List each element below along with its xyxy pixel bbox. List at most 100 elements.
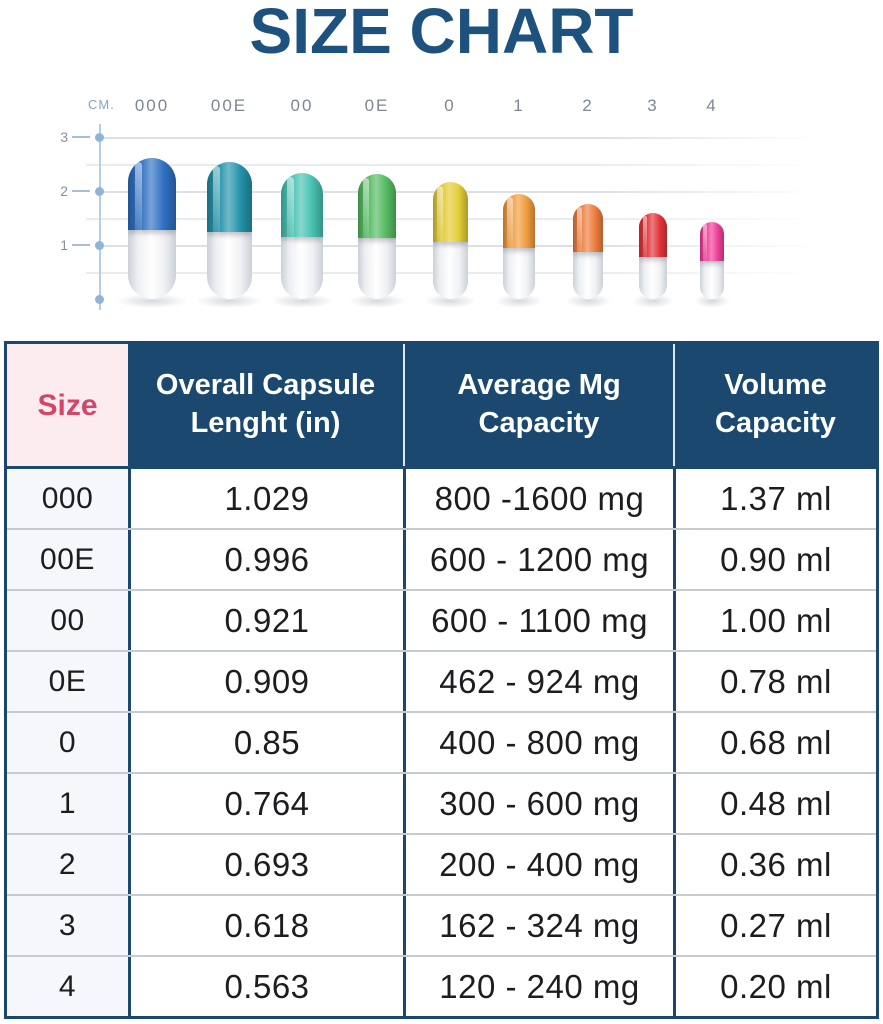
cell-mg: 120 - 240 mg bbox=[403, 957, 673, 1016]
cell-mg: 800 -1600 mg bbox=[403, 469, 673, 528]
axis-dot bbox=[95, 133, 104, 142]
gridline bbox=[86, 164, 818, 166]
cell-volume: 1.37 ml bbox=[673, 469, 876, 528]
capsule-label: 000 bbox=[134, 96, 170, 115]
capsule-shadow bbox=[495, 294, 543, 308]
axis-unit-label: CM. bbox=[88, 97, 115, 112]
cell-size: 0E bbox=[7, 652, 128, 711]
capsule-1 bbox=[503, 194, 535, 299]
gridline bbox=[100, 137, 818, 139]
capsule-label: 3 bbox=[647, 96, 659, 115]
cell-size: 00E bbox=[7, 530, 128, 589]
table-row: 00E 0.996 600 - 1200 mg 0.90 ml bbox=[7, 528, 876, 589]
table-row: 0 0.85 400 - 800 mg 0.68 ml bbox=[7, 711, 876, 772]
axis-dot bbox=[95, 187, 104, 196]
cell-length: 0.693 bbox=[128, 835, 403, 894]
cell-mg: 200 - 400 mg bbox=[403, 835, 673, 894]
cell-volume: 1.00 ml bbox=[673, 591, 876, 650]
axis-tick-dash bbox=[72, 244, 90, 246]
capsule-shine bbox=[507, 197, 513, 296]
capsule-shine bbox=[642, 215, 648, 297]
capsule-label: 0E bbox=[364, 96, 390, 115]
table-row: 000 1.029 800 -1600 mg 1.37 ml bbox=[7, 469, 876, 528]
header-cell-volume: Volume Capacity bbox=[673, 344, 876, 466]
cell-length: 0.764 bbox=[128, 774, 403, 833]
axis-dot bbox=[95, 295, 104, 304]
cell-length: 0.921 bbox=[128, 591, 403, 650]
cell-volume: 0.68 ml bbox=[673, 713, 876, 772]
capsule-shine bbox=[286, 176, 294, 296]
capsule-0 bbox=[432, 182, 468, 299]
capsule-3 bbox=[639, 213, 667, 299]
cell-volume: 0.90 ml bbox=[673, 530, 876, 589]
capsule-shine bbox=[363, 177, 370, 296]
cell-size: 00 bbox=[7, 591, 128, 650]
table-row: 3 0.618 162 - 324 mg 0.27 ml bbox=[7, 894, 876, 955]
cm-axis-line bbox=[99, 124, 101, 310]
capsule-shine bbox=[703, 224, 708, 297]
capsule-label: 00 bbox=[290, 96, 314, 115]
cell-length: 0.996 bbox=[128, 530, 403, 589]
capsule-00 bbox=[281, 173, 323, 299]
capsule-shadow bbox=[632, 294, 674, 308]
capsule-shadow bbox=[348, 294, 406, 308]
capsule-shadow bbox=[694, 294, 730, 308]
cell-size: 4 bbox=[7, 957, 128, 1016]
capsule-size-chart: CM. 1 2 3 000 00E 00 0E 0 1 2 3 4 bbox=[0, 0, 883, 335]
cell-mg: 600 - 1200 mg bbox=[403, 530, 673, 589]
cell-length: 0.563 bbox=[128, 957, 403, 1016]
capsule-shine bbox=[437, 185, 443, 296]
cell-length: 0.909 bbox=[128, 652, 403, 711]
table-body: 000 1.029 800 -1600 mg 1.37 ml 00E 0.996 600 -… bbox=[7, 469, 876, 1016]
cell-length: 0.85 bbox=[128, 713, 403, 772]
axis-tick-label: 1 bbox=[60, 237, 68, 253]
header-cell-length: Overall Capsule Lenght (in) bbox=[128, 344, 403, 466]
capsule-shine bbox=[212, 166, 220, 295]
cell-volume: 0.78 ml bbox=[673, 652, 876, 711]
capsule-shine bbox=[134, 162, 143, 295]
cell-size: 3 bbox=[7, 896, 128, 955]
capsule-000 bbox=[128, 158, 176, 299]
axis-dot bbox=[95, 241, 104, 250]
cell-volume: 0.27 ml bbox=[673, 896, 876, 955]
size-table: Size Overall Capsule Lenght (in) Average M… bbox=[4, 341, 879, 1019]
table-header-row: Size Overall Capsule Lenght (in) Average M… bbox=[7, 344, 876, 469]
cell-size: 000 bbox=[7, 469, 128, 528]
header-cell-size: Size bbox=[7, 344, 128, 466]
capsule-0E bbox=[358, 174, 396, 299]
capsule-label: 2 bbox=[582, 96, 594, 115]
header-cell-mg: Average Mg Capacity bbox=[403, 344, 673, 466]
capsule-shadow bbox=[423, 294, 477, 308]
axis-tick-dash bbox=[72, 190, 90, 192]
capsule-shadow bbox=[270, 294, 334, 308]
table-row: 0E 0.909 462 - 924 mg 0.78 ml bbox=[7, 650, 876, 711]
axis-tick-label: 2 bbox=[60, 183, 68, 199]
capsule-shine bbox=[577, 206, 582, 297]
cell-length: 1.029 bbox=[128, 469, 403, 528]
cell-volume: 0.36 ml bbox=[673, 835, 876, 894]
capsule-shadow bbox=[116, 294, 188, 308]
capsule-shadow bbox=[565, 294, 611, 308]
cell-volume: 0.48 ml bbox=[673, 774, 876, 833]
capsule-4 bbox=[700, 222, 724, 299]
axis-tick-label: 3 bbox=[60, 129, 68, 145]
capsule-2 bbox=[573, 204, 603, 299]
capsule-label: 4 bbox=[706, 96, 718, 115]
table-row: 4 0.563 120 - 240 mg 0.20 ml bbox=[7, 955, 876, 1016]
cell-mg: 162 - 324 mg bbox=[403, 896, 673, 955]
capsule-00E bbox=[206, 162, 252, 299]
page-title: SIZE CHART bbox=[249, 0, 634, 67]
table-row: 1 0.764 300 - 600 mg 0.48 ml bbox=[7, 772, 876, 833]
cell-length: 0.618 bbox=[128, 896, 403, 955]
cell-size: 2 bbox=[7, 835, 128, 894]
axis-tick-dash bbox=[72, 136, 90, 138]
capsule-label: 1 bbox=[513, 96, 525, 115]
cell-mg: 400 - 800 mg bbox=[403, 713, 673, 772]
capsule-label: 00E bbox=[210, 96, 248, 115]
cell-size: 1 bbox=[7, 774, 128, 833]
capsule-label: 0 bbox=[444, 96, 456, 115]
cell-mg: 600 - 1100 mg bbox=[403, 591, 673, 650]
cell-mg: 300 - 600 mg bbox=[403, 774, 673, 833]
table-row: 2 0.693 200 - 400 mg 0.36 ml bbox=[7, 833, 876, 894]
